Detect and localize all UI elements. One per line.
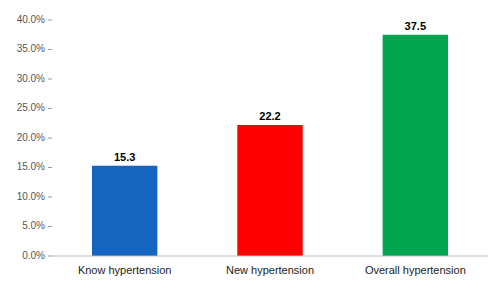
chart-container: 0.0% 5.0% 10.0% 15.0% 20.0% 25.0% 30.0% 35.0% 40… [0,0,500,296]
x-tick-label: Know hypertension [78,264,172,276]
y-tick [48,108,52,109]
y-tick-label: 30.0% [17,73,45,84]
y-tick [48,79,52,80]
bars [92,35,448,256]
y-tick [48,167,52,168]
y-tick-label: 35.0% [17,43,45,54]
y-tick-label: 0.0% [22,250,45,261]
y-tick [48,49,52,50]
x-axis: Know hypertension New hypertension Overall… [78,264,466,276]
y-tick-label: 40.0% [17,14,45,25]
data-label: 15.3 [114,151,135,163]
data-label: 22.2 [259,110,280,122]
bar [237,125,302,256]
x-tick-label: Overall hypertension [365,264,466,276]
y-tick-label: 5.0% [22,220,45,231]
y-tick [48,256,52,257]
x-tick-label: New hypertension [226,264,314,276]
y-tick [48,20,52,21]
data-label: 37.5 [405,20,426,32]
y-tick [48,138,52,139]
x-axis-line [52,256,488,257]
y-tick [48,226,52,227]
y-tick-label: 20.0% [17,132,45,143]
y-tick-label: 15.0% [17,161,45,172]
y-tick-label: 25.0% [17,102,45,113]
y-tick-label: 10.0% [17,191,45,202]
bar [92,166,157,256]
data-labels: 15.3 22.2 37.5 [114,20,426,163]
y-tick [48,197,52,198]
bar [383,35,448,256]
chart: 0.0% 5.0% 10.0% 15.0% 20.0% 25.0% 30.0% 35.0% 40… [0,0,500,296]
y-axis: 0.0% 5.0% 10.0% 15.0% 20.0% 25.0% 30.0% 35.0% 40… [17,14,52,261]
